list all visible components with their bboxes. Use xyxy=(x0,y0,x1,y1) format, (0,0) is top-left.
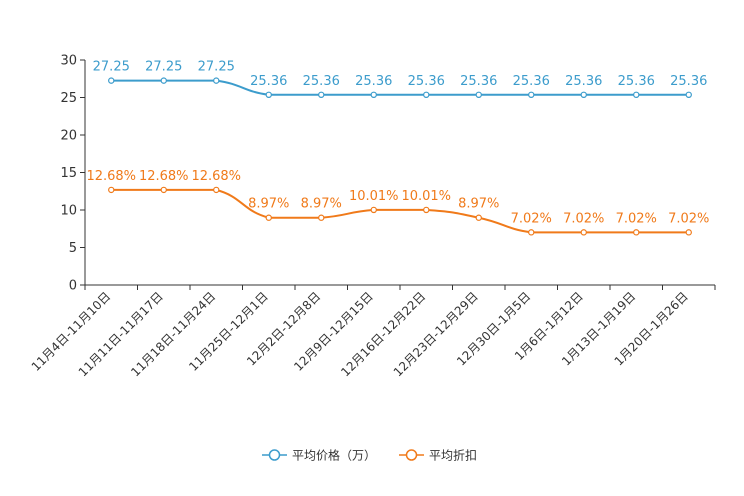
data-point[interactable] xyxy=(423,206,430,214)
data-point[interactable] xyxy=(265,214,272,221)
data-point[interactable] xyxy=(685,91,692,99)
data-label: 25.36 xyxy=(303,74,340,89)
y-tick-label: 5 xyxy=(69,241,77,256)
data-point[interactable] xyxy=(213,77,220,84)
data-point[interactable] xyxy=(108,186,115,194)
data-label: 10.01% xyxy=(349,189,399,204)
data-label: 7.02% xyxy=(511,211,552,226)
data-point[interactable] xyxy=(633,91,640,99)
data-label: 7.02% xyxy=(668,211,709,226)
data-point[interactable] xyxy=(318,214,325,221)
data-label: 27.25 xyxy=(198,60,235,75)
data-point[interactable] xyxy=(633,229,640,236)
y-tick-label: 10 xyxy=(60,204,77,219)
data-label: 25.36 xyxy=(460,74,497,89)
data-label: 27.25 xyxy=(145,60,182,75)
data-point[interactable] xyxy=(685,229,692,236)
series-line-0 xyxy=(111,79,689,96)
axes: 05101520253011月4日-11月10日11月11日-11月17日11月… xyxy=(29,54,716,379)
data-label: 25.36 xyxy=(408,74,445,89)
data-point[interactable] xyxy=(580,229,587,236)
data-label: 8.97% xyxy=(301,197,342,212)
data-point[interactable] xyxy=(475,91,482,99)
data-point[interactable] xyxy=(475,214,482,221)
data-label: 25.36 xyxy=(670,74,707,89)
data-point[interactable] xyxy=(370,91,377,99)
y-tick-label: 25 xyxy=(60,91,77,106)
data-label: 27.25 xyxy=(93,60,130,75)
data-label: 8.97% xyxy=(248,197,289,212)
data-labels: 27.25 27.25 27.25 25.36 25.36 25.36 25.36 25.36… xyxy=(86,60,709,227)
data-label: 7.02% xyxy=(616,211,657,226)
data-label: 8.97% xyxy=(458,197,499,212)
data-point[interactable] xyxy=(423,91,430,99)
legend-item-1[interactable]: 平均折扣 xyxy=(399,448,477,463)
data-label: 12.68% xyxy=(86,169,136,184)
data-point[interactable] xyxy=(108,77,115,84)
series-line-1 xyxy=(111,188,689,234)
data-point[interactable] xyxy=(318,91,325,99)
series-layer xyxy=(108,77,692,236)
data-point[interactable] xyxy=(160,186,167,194)
data-label: 12.68% xyxy=(191,169,241,184)
data-label: 25.36 xyxy=(618,74,655,89)
y-tick-label: 30 xyxy=(60,54,77,69)
data-point[interactable] xyxy=(213,186,220,194)
data-label: 25.36 xyxy=(565,74,602,89)
y-tick-label: 15 xyxy=(60,166,77,181)
data-point[interactable] xyxy=(265,91,272,99)
data-point[interactable] xyxy=(370,206,377,214)
y-tick-label: 20 xyxy=(60,129,77,144)
legend-label: 平均价格（万） xyxy=(292,448,376,463)
data-label: 25.36 xyxy=(513,74,550,89)
data-point[interactable] xyxy=(528,229,535,236)
legend-marker-icon xyxy=(268,449,281,461)
legend-marker-icon xyxy=(405,449,418,461)
data-point[interactable] xyxy=(160,77,167,84)
data-label: 7.02% xyxy=(563,211,604,226)
legend[interactable]: 平均价格（万） 平均折扣 xyxy=(262,448,477,463)
data-label: 12.68% xyxy=(139,169,189,184)
legend-item-0[interactable]: 平均价格（万） xyxy=(262,448,376,463)
data-point[interactable] xyxy=(580,91,587,99)
y-tick-label: 0 xyxy=(69,279,77,294)
data-label: 25.36 xyxy=(250,74,287,89)
legend-label: 平均折扣 xyxy=(429,448,477,463)
data-point[interactable] xyxy=(528,91,535,99)
data-label: 10.01% xyxy=(401,189,451,204)
data-label: 25.36 xyxy=(355,74,392,89)
